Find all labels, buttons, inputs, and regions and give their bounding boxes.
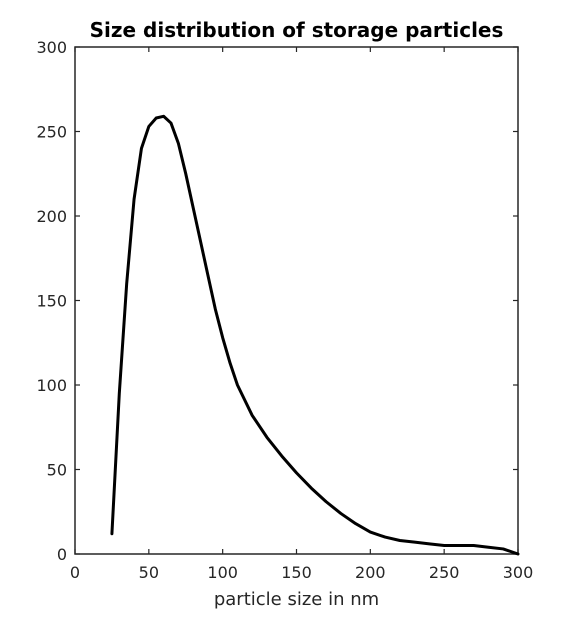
y-tick-label: 150 [36, 292, 67, 311]
x-tick-label: 0 [70, 563, 80, 582]
x-tick-label: 300 [503, 563, 534, 582]
x-tick-label: 200 [355, 563, 386, 582]
y-tick-label: 100 [36, 376, 67, 395]
series-line-0 [110, 114, 520, 556]
x-axis-label: particle size in nm [214, 589, 379, 610]
axis-ticks: 0 50 100 150 200 250 300 0 50 100 150 200 250 300 [36, 38, 533, 582]
y-tick-label: 250 [36, 123, 67, 142]
x-tick-label: 50 [139, 563, 159, 582]
chart-title: Size distribution of storage particles [90, 18, 504, 42]
y-tick-label: 200 [36, 207, 67, 226]
y-tick-label: 0 [57, 545, 67, 564]
y-tick-label: 300 [36, 38, 67, 57]
x-tick-label: 150 [281, 563, 312, 582]
y-tick-label: 50 [47, 461, 67, 480]
series-layer [110, 114, 520, 556]
x-tick-label: 100 [207, 563, 238, 582]
x-tick-label: 250 [429, 563, 460, 582]
plot-frame [74, 46, 519, 555]
